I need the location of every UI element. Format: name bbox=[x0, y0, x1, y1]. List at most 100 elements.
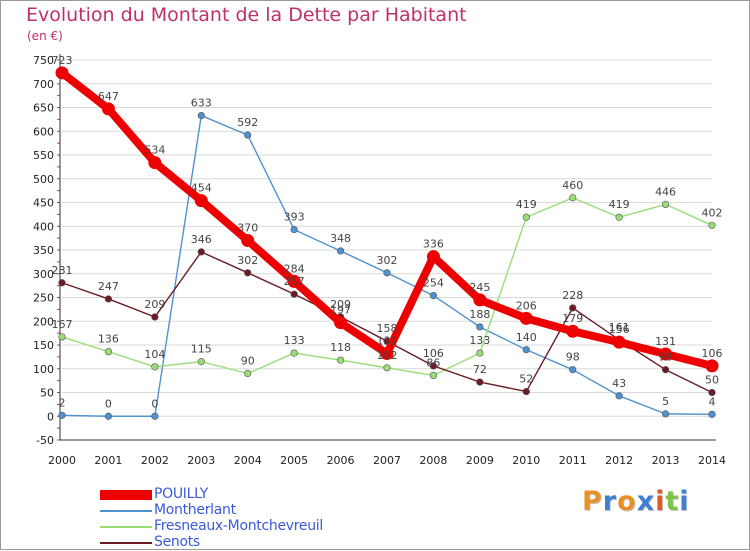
x-tick-label: 2012 bbox=[605, 454, 633, 467]
data-label-senots: 302 bbox=[237, 254, 258, 267]
data-label-montherlant: 254 bbox=[423, 277, 444, 290]
legend-label-pouilly: POUILLY bbox=[154, 486, 209, 502]
data-point-senots bbox=[708, 388, 716, 397]
x-tick-label: 2003 bbox=[187, 454, 215, 467]
data-label-fresneaux-montchevreuil: 419 bbox=[516, 198, 537, 211]
data-point-montherlant bbox=[336, 247, 345, 255]
data-label-senots: 281 bbox=[52, 264, 73, 277]
y-tick-label: 550 bbox=[33, 149, 54, 162]
data-point-pouilly bbox=[334, 316, 348, 330]
data-label-montherlant: 633 bbox=[191, 97, 212, 110]
data-point-pouilly bbox=[55, 66, 69, 80]
data-label-montherlant: 592 bbox=[237, 116, 258, 129]
legend-label-montherlant: Montherlant bbox=[154, 502, 236, 518]
data-point-pouilly bbox=[659, 347, 673, 361]
data-label-senots: 209 bbox=[330, 298, 351, 311]
logo-letter: o bbox=[617, 486, 637, 517]
y-tick-label: 0 bbox=[47, 410, 54, 423]
data-point-montherlant bbox=[151, 412, 159, 420]
x-tick-label: 2004 bbox=[234, 454, 262, 467]
data-label-fresneaux-montchevreuil: 402 bbox=[702, 206, 723, 219]
data-label-senots: 228 bbox=[562, 289, 583, 302]
legend-label-fresneaux-montchevreuil: Fresneaux-Montchevreuil bbox=[154, 518, 323, 534]
data-label-pouilly: 245 bbox=[469, 281, 490, 294]
data-label-senots: 346 bbox=[191, 233, 212, 246]
data-label-fresneaux-montchevreuil: 460 bbox=[562, 179, 583, 192]
data-label-fresneaux-montchevreuil: 136 bbox=[98, 333, 119, 346]
y-tick-label: 50 bbox=[40, 387, 54, 400]
x-tick-label: 2010 bbox=[512, 454, 540, 467]
data-point-senots bbox=[476, 378, 484, 386]
x-tick-label: 2005 bbox=[280, 454, 308, 467]
data-label-pouilly: 106 bbox=[702, 347, 723, 360]
data-label-pouilly: 197 bbox=[330, 304, 351, 317]
legend-swatch-senots bbox=[100, 542, 152, 544]
legend-item-montherlant: Montherlant bbox=[100, 502, 400, 519]
data-label-pouilly: 723 bbox=[52, 54, 73, 67]
data-label-fresneaux-montchevreuil: 133 bbox=[284, 334, 305, 347]
legend-item-pouilly: POUILLY bbox=[100, 486, 400, 503]
data-label-pouilly: 370 bbox=[237, 222, 258, 235]
legend-swatch-fresneaux-montchevreuil bbox=[100, 526, 152, 528]
legend-item-senots: Senots bbox=[100, 534, 400, 551]
data-point-fresneaux-montchevreuil bbox=[197, 358, 205, 366]
data-point-pouilly bbox=[566, 324, 580, 338]
data-label-montherlant: 0 bbox=[151, 397, 158, 410]
data-point-fresneaux-montchevreuil bbox=[104, 348, 113, 356]
data-point-senots bbox=[244, 269, 252, 277]
data-point-montherlant bbox=[661, 410, 670, 418]
data-label-senots: 158 bbox=[377, 322, 398, 335]
chart-legend: POUILLY Montherlant Fresneaux-Montchevre… bbox=[100, 486, 400, 551]
data-point-montherlant bbox=[708, 410, 716, 418]
data-label-montherlant: 188 bbox=[469, 308, 490, 321]
data-point-pouilly bbox=[612, 335, 626, 349]
data-point-pouilly bbox=[194, 194, 208, 208]
data-label-fresneaux-montchevreuil: 115 bbox=[191, 343, 212, 356]
legend-swatch-montherlant bbox=[100, 510, 152, 512]
data-label-fresneaux-montchevreuil: 167 bbox=[52, 318, 73, 331]
data-label-fresneaux-montchevreuil: 419 bbox=[609, 198, 630, 211]
data-point-montherlant bbox=[429, 292, 438, 300]
data-point-pouilly bbox=[101, 102, 115, 116]
data-label-montherlant: 5 bbox=[662, 395, 669, 408]
data-point-senots bbox=[197, 248, 205, 256]
y-tick-label: 100 bbox=[33, 363, 54, 376]
y-tick-label: 650 bbox=[33, 102, 54, 115]
data-label-senots: 247 bbox=[98, 280, 119, 293]
data-label-fresneaux-montchevreuil: 102 bbox=[377, 349, 398, 362]
y-tick-label: 450 bbox=[33, 197, 54, 210]
y-tick-label: -50 bbox=[36, 434, 54, 447]
data-point-fresneaux-montchevreuil bbox=[522, 213, 530, 221]
data-point-senots bbox=[429, 362, 438, 370]
data-label-senots: 257 bbox=[284, 275, 305, 288]
logo-letter: P bbox=[582, 486, 603, 517]
logo-letter: i bbox=[679, 486, 690, 517]
data-point-pouilly bbox=[287, 274, 301, 288]
data-label-senots: 98 bbox=[659, 351, 673, 364]
data-label-pouilly: 179 bbox=[562, 312, 583, 325]
data-point-fresneaux-montchevreuil bbox=[429, 371, 438, 380]
data-point-senots bbox=[522, 387, 530, 396]
data-label-fresneaux-montchevreuil: 133 bbox=[469, 334, 490, 347]
data-label-senots: 209 bbox=[144, 298, 165, 311]
data-label-pouilly: 156 bbox=[609, 323, 630, 336]
y-tick-label: 750 bbox=[33, 54, 54, 67]
data-point-montherlant bbox=[476, 323, 484, 331]
data-label-pouilly: 206 bbox=[516, 299, 537, 312]
data-label-fresneaux-montchevreuil: 90 bbox=[241, 355, 255, 368]
x-tick-label: 2007 bbox=[373, 454, 401, 467]
data-point-senots bbox=[569, 304, 577, 312]
logo-letter: r bbox=[602, 486, 618, 517]
x-tick-label: 2001 bbox=[94, 454, 122, 467]
x-tick-label: 2006 bbox=[327, 454, 355, 467]
logo-letter: x bbox=[636, 486, 656, 517]
data-point-fresneaux-montchevreuil bbox=[615, 213, 623, 221]
y-tick-label: 250 bbox=[33, 292, 54, 305]
data-point-pouilly bbox=[241, 234, 255, 247]
data-point-fresneaux-montchevreuil bbox=[244, 369, 252, 378]
data-point-montherlant bbox=[290, 225, 298, 234]
y-tick-label: 150 bbox=[33, 339, 54, 352]
data-point-pouilly bbox=[148, 156, 162, 170]
